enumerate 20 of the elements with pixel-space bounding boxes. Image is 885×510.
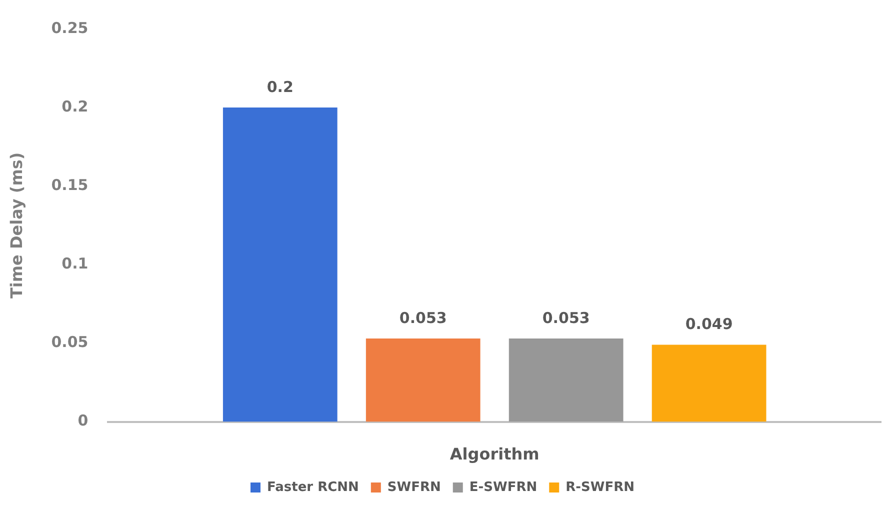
data-label: 0.053 <box>542 308 590 327</box>
y-tick-label: 0.05 <box>51 333 88 352</box>
data-label: 0.049 <box>685 315 733 334</box>
y-axis-title: Time Delay (ms) <box>6 152 26 299</box>
y-tick-label: 0.15 <box>51 176 88 194</box>
legend-label: Faster RCNN <box>266 480 359 495</box>
legend-label: SWFRN <box>387 480 441 495</box>
bar <box>652 344 766 422</box>
y-tick-label: 0 <box>78 412 88 430</box>
bar <box>366 338 480 422</box>
x-axis-title: Algorithm <box>450 444 540 464</box>
data-label: 0.053 <box>399 308 447 327</box>
data-label: 0.2 <box>266 78 294 96</box>
legend-label: E-SWFRN <box>469 480 538 495</box>
y-tick-label: 0.1 <box>62 254 88 273</box>
y-tick-label: 0.2 <box>62 97 88 116</box>
bar <box>222 108 338 422</box>
bar <box>508 338 624 422</box>
legend-label: R-SWFRN <box>566 480 635 495</box>
y-tick-label: 0.25 <box>51 18 88 37</box>
